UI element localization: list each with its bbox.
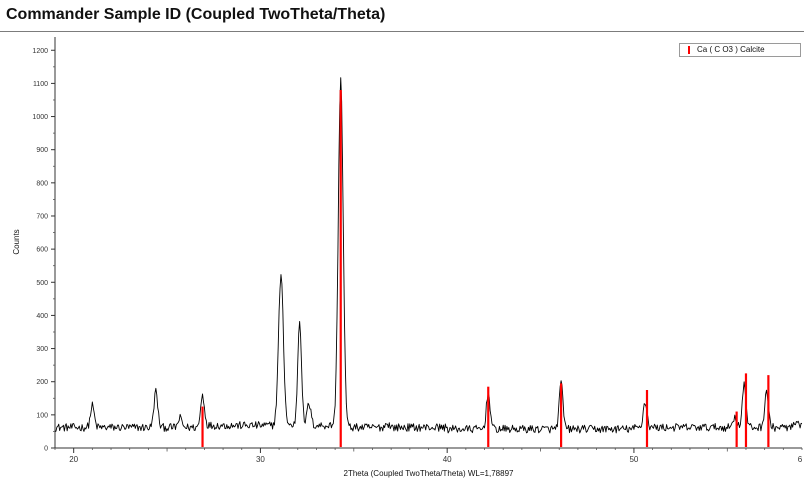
y-tick-label: 800 xyxy=(36,180,48,187)
chart-labels: 0 100 200 300 400 500 600 700 800 900 1000 1100 1200… xyxy=(12,48,803,478)
legend-swatch xyxy=(688,46,690,54)
y-tick-label: 400 xyxy=(36,313,48,320)
y-tick-label: 1200 xyxy=(32,48,48,55)
y-tick-label: 1000 xyxy=(32,114,48,121)
x-tick-label: 30 xyxy=(256,455,265,464)
x-tick-label: 50 xyxy=(629,455,638,464)
y-axis-label: Counts xyxy=(12,229,21,254)
y-tick-label: 100 xyxy=(36,412,48,419)
y-tick-label: 300 xyxy=(36,346,48,353)
legend: Ca ( C O3 ) Calcite xyxy=(679,43,801,57)
y-tick-label: 600 xyxy=(36,247,48,254)
y-tick-label: 0 xyxy=(44,446,48,453)
y-tick-label: 700 xyxy=(36,213,48,220)
x-axis-label: 2Theta (Coupled TwoTheta/Theta) WL=1,788… xyxy=(344,469,515,478)
chart-axes xyxy=(51,37,803,453)
measured-pattern-line xyxy=(54,77,803,434)
x-tick-label-overflow: 6 xyxy=(798,455,803,464)
y-tick-label: 1100 xyxy=(33,81,48,88)
x-tick-label: 20 xyxy=(69,455,78,464)
y-tick-label: 900 xyxy=(36,147,48,154)
y-tick-label: 500 xyxy=(36,280,48,287)
y-tick-label: 200 xyxy=(36,379,48,386)
title-divider xyxy=(0,31,804,32)
chart-series xyxy=(54,77,803,447)
x-tick-label: 40 xyxy=(443,455,452,464)
page-title: Commander Sample ID (Coupled TwoTheta/Th… xyxy=(6,6,386,23)
legend-label: Ca ( C O3 ) Calcite xyxy=(697,45,765,54)
